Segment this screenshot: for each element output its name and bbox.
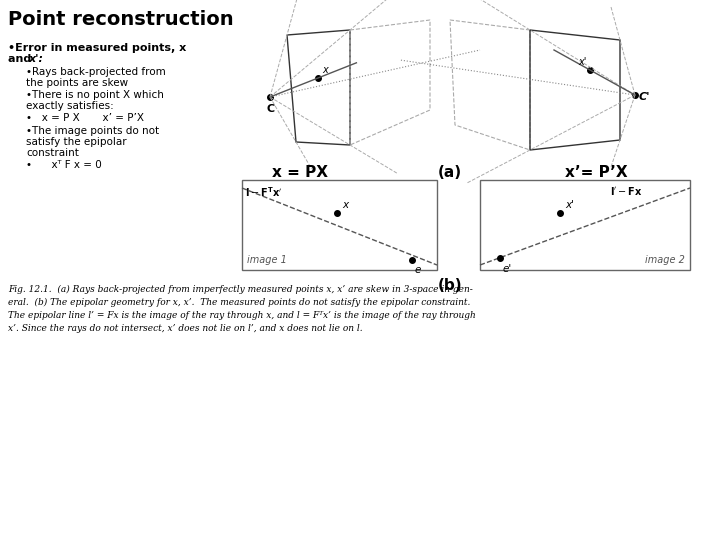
Text: exactly satisfies:: exactly satisfies: [26,101,114,111]
Bar [480,180,690,270]
Text: and: and [8,54,35,64]
Text: image 2: image 2 [645,255,685,265]
Text: e': e' [503,264,512,274]
Text: •Error in measured points, x: •Error in measured points, x [8,43,186,53]
Text: $\mathbf{l}^\prime-\mathbf{F}\mathbf{x}$: $\mathbf{l}^\prime-\mathbf{F}\mathbf{x}$ [610,185,642,197]
Text: (b): (b) [438,278,462,293]
Text: the points are skew: the points are skew [26,78,128,88]
Text: x':: x': [28,54,43,64]
Text: satisfy the epipolar: satisfy the epipolar [26,137,127,147]
Text: •Rays back-projected from: •Rays back-projected from [26,67,166,77]
Text: x': x' [579,57,587,67]
Text: e: e [415,265,421,275]
Text: x: x [322,65,328,75]
Text: C: C [267,104,275,114]
Text: x’= P’X: x’= P’X [565,165,628,180]
Text: •There is no point X which: •There is no point X which [26,90,164,100]
Text: The epipolar line l’ = Fx is the image of the ray through x, and l = Fᵀx’ is the: The epipolar line l’ = Fx is the image o… [8,311,476,320]
Text: $\mathbf{l}-\mathbf{F}^\mathbf{T}\mathbf{x}^\prime$: $\mathbf{l}-\mathbf{F}^\mathbf{T}\mathbf… [245,185,282,199]
Text: Fig. 12.1.  (a) Rays back-projected from imperfectly measured points x, x’ are s: Fig. 12.1. (a) Rays back-projected from … [8,285,473,294]
Text: x': x' [565,200,574,210]
Text: •      xᵀ F x = 0: • xᵀ F x = 0 [26,160,102,170]
Bar [242,180,437,270]
Text: Point reconstruction: Point reconstruction [8,10,233,29]
Text: x = PX: x = PX [272,165,328,180]
Text: •   x = P X       x’ = P’X: • x = P X x’ = P’X [26,113,144,123]
Text: C': C' [639,92,650,102]
Text: •The image points do not: •The image points do not [26,126,159,136]
Text: image 1: image 1 [247,255,287,265]
Text: eral.  (b) The epipolar geometry for x, x’.  The measured points do not satisfy : eral. (b) The epipolar geometry for x, x… [8,298,470,307]
Text: (a): (a) [438,165,462,180]
Text: x: x [342,200,348,210]
Text: x’. Since the rays do not intersect, x’ does not lie on l’, and x does not lie o: x’. Since the rays do not intersect, x’ … [8,324,363,333]
Text: constraint: constraint [26,148,79,158]
